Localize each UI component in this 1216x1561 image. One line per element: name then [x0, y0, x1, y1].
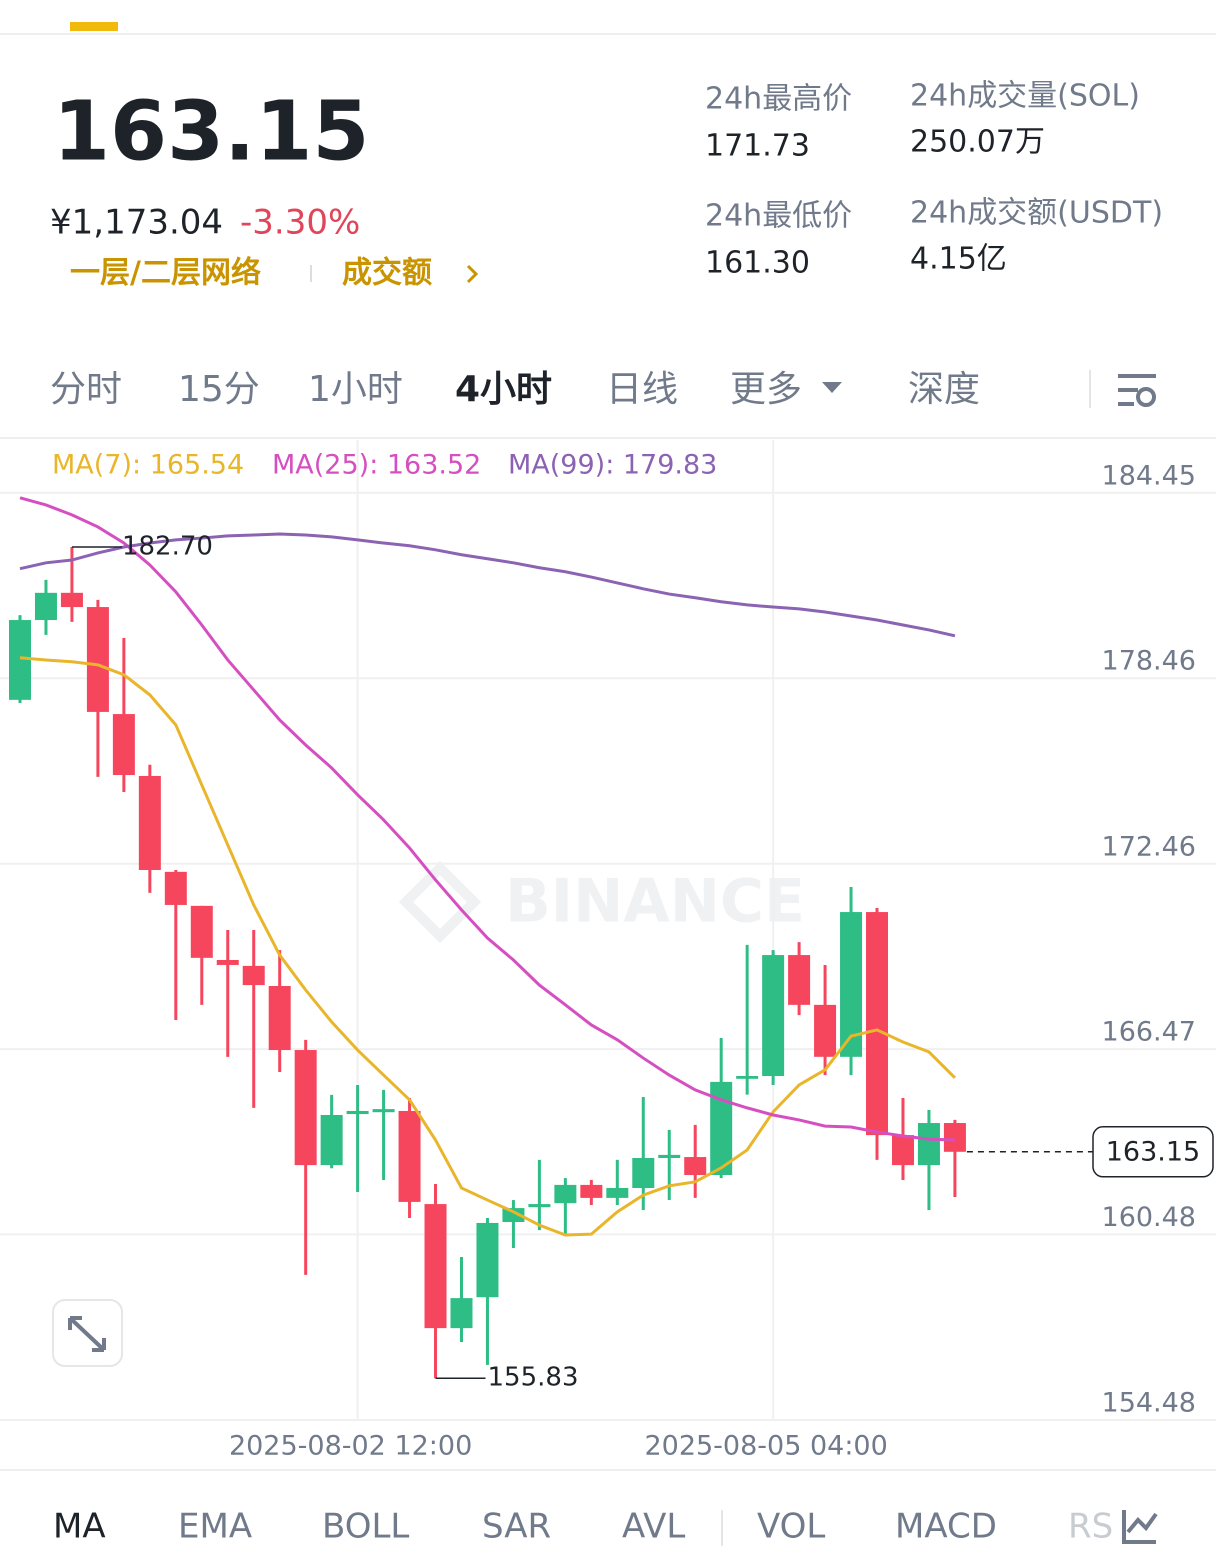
- y-tick-label: 160.48: [1102, 1202, 1196, 1233]
- candle-body: [346, 1110, 369, 1115]
- candle-body: [736, 1076, 759, 1079]
- candle-body: [580, 1184, 603, 1198]
- candle-body: [502, 1208, 525, 1223]
- stat-label: 24h最低价: [705, 199, 852, 234]
- price-cny: ¥1,173.04: [50, 203, 223, 243]
- watermark: BINANCE: [505, 867, 805, 937]
- candle-body: [554, 1184, 577, 1204]
- turnover-link[interactable]: 成交额: [342, 256, 432, 291]
- last-price-label: 163.15: [1106, 1136, 1200, 1167]
- interval-tab[interactable]: 日线: [606, 369, 678, 410]
- candle-body: [112, 714, 135, 776]
- candle-body: [372, 1109, 395, 1113]
- candle-body: [762, 955, 785, 1077]
- tab-indicator: [70, 22, 118, 31]
- stat-value: 4.15亿: [910, 242, 1007, 277]
- stat-value: 171.73: [705, 129, 810, 164]
- ma-line: [19, 532, 956, 638]
- dropdown-arrow: [822, 382, 842, 393]
- legend-entry: MA(25): 163.52: [272, 450, 481, 481]
- expand-button[interactable]: [52, 1299, 123, 1367]
- candle-body: [424, 1204, 447, 1329]
- ma-line: [19, 496, 955, 1142]
- high-label: 182.70: [122, 532, 213, 562]
- candle-body: [528, 1204, 551, 1208]
- candle-body: [86, 607, 109, 712]
- indicator-tab[interactable]: BOLL: [322, 1507, 409, 1547]
- x-tick-label: 2025-08-02 12:00: [229, 1431, 472, 1462]
- candle-body: [476, 1222, 499, 1298]
- interval-tab[interactable]: 15分: [178, 369, 260, 410]
- last-price: 163.15: [53, 84, 369, 179]
- candle-body: [60, 592, 83, 608]
- candle-body: [268, 985, 291, 1051]
- last-price-box: [1092, 1126, 1214, 1178]
- candle-body: [242, 965, 265, 986]
- candle-body: [294, 1050, 317, 1166]
- candle-body: [164, 871, 187, 905]
- candle-body: [943, 1123, 966, 1152]
- indicator-tab[interactable]: EMA: [178, 1507, 252, 1547]
- ma-line: [19, 656, 956, 1237]
- candle-body: [814, 1004, 837, 1057]
- candle-body: [9, 620, 31, 700]
- stat-label: 24h最高价: [705, 82, 852, 117]
- candle-body: [450, 1298, 473, 1329]
- candle-body: [917, 1123, 940, 1166]
- candle-body: [658, 1154, 681, 1158]
- y-tick-label: 172.46: [1102, 831, 1196, 862]
- indicator-tab[interactable]: RS: [1068, 1507, 1113, 1547]
- low-label: 155.83: [488, 1363, 579, 1393]
- candle-body: [138, 775, 161, 870]
- indicator-tab[interactable]: MA: [53, 1507, 106, 1547]
- stat-label: 24h成交量(SOL): [910, 79, 1140, 114]
- indicator-tab[interactable]: MACD: [895, 1507, 997, 1547]
- interval-tab[interactable]: 更多: [730, 369, 802, 410]
- price-change: -3.30%: [240, 203, 360, 243]
- candle-body: [866, 912, 889, 1136]
- y-tick-label: 178.46: [1102, 646, 1196, 677]
- candle-body: [606, 1187, 629, 1198]
- candle-body: [320, 1114, 343, 1166]
- interval-tab[interactable]: 4小时: [455, 369, 552, 410]
- candle-body: [710, 1081, 733, 1175]
- candle-body: [840, 912, 863, 1057]
- y-tick-label: 154.48: [1102, 1388, 1196, 1419]
- y-tick-label: 184.45: [1102, 460, 1196, 491]
- y-tick-label: 166.47: [1102, 1017, 1196, 1048]
- indicator-tab[interactable]: SAR: [482, 1507, 551, 1547]
- legend-entry: MA(7): 165.54: [52, 450, 244, 481]
- x-tick-label: 2025-08-05 04:00: [644, 1431, 887, 1462]
- chart-tool-icon[interactable]: [1122, 1510, 1158, 1544]
- candle-body: [891, 1135, 914, 1166]
- legend-entry: MA(99): 179.83: [508, 450, 717, 481]
- stat-value: 250.07万: [910, 125, 1045, 160]
- candle-body: [788, 955, 811, 1005]
- stat-value: 161.30: [705, 246, 810, 281]
- settings-icon[interactable]: [1118, 374, 1156, 407]
- interval-tab[interactable]: 深度: [908, 369, 980, 410]
- candle-body: [398, 1110, 421, 1202]
- candle-body: [684, 1157, 707, 1175]
- stat-label: 24h成交额(USDT): [910, 196, 1163, 231]
- indicator-tab[interactable]: AVL: [622, 1507, 685, 1547]
- interval-tab[interactable]: 1小时: [308, 369, 403, 410]
- watermark-logo: [398, 860, 482, 944]
- indicator-tab[interactable]: VOL: [757, 1507, 825, 1547]
- candle-body: [34, 592, 57, 621]
- network-link[interactable]: 一层/二层网络: [70, 256, 261, 291]
- candle-body: [216, 960, 239, 965]
- candle-body: [190, 905, 213, 958]
- candle-body: [632, 1157, 655, 1188]
- chevron: [466, 264, 479, 284]
- interval-tab[interactable]: 分时: [50, 369, 122, 410]
